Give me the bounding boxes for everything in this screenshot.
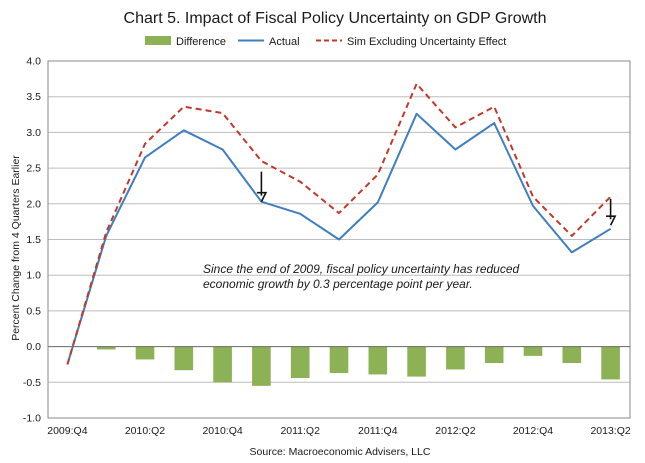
arrow-head [256, 191, 268, 203]
y-tick-label: 3.0 [26, 127, 41, 139]
x-tick-labels: 2009:Q4 2010:Q2 2010:Q4 2011:Q2 2011:Q4 2012:… [47, 425, 631, 437]
y-tick-label: 2.0 [26, 198, 41, 210]
annotation-line-2: economic growth by 0.3 percentage point … [203, 277, 473, 291]
source-note: Source: Macroeconomic Advisers, LLC [250, 446, 431, 458]
difference-bar [174, 346, 194, 371]
chart-title: Chart 5. Impact of Fiscal Policy Uncerta… [124, 10, 547, 27]
difference-bar [135, 346, 155, 360]
difference-bar [96, 346, 116, 350]
y-tick-label: -0.5 [23, 377, 41, 389]
x-tick-label: 2010:Q2 [125, 425, 165, 437]
legend-swatch-difference [145, 36, 171, 45]
difference-bar [213, 346, 232, 383]
sim-excluding-uncertainty-line [66, 82, 612, 365]
y-tick-label: 3.5 [26, 91, 41, 103]
difference-bar [562, 346, 582, 364]
annotation-line-1: Since the end of 2009, fiscal policy unc… [203, 262, 520, 276]
y-tick-label: 1.5 [26, 234, 41, 246]
x-tick-label: 2012:Q2 [435, 425, 475, 437]
difference-bar [290, 346, 310, 379]
series-lines [66, 82, 612, 365]
difference-bar [523, 346, 543, 356]
legend-item: Sim Excluding Uncertainty Effect [316, 36, 506, 48]
x-tick-label: 2011:Q2 [280, 425, 320, 437]
legend-label: Sim Excluding Uncertainty Effect [347, 36, 506, 48]
difference-bars [96, 346, 620, 386]
difference-bar [601, 346, 620, 380]
difference-bar [368, 346, 388, 375]
x-tick-label: 2010:Q4 [202, 425, 242, 437]
y-tick-label: 0.5 [26, 305, 41, 317]
difference-bar [252, 346, 271, 386]
y-tick-label: 1.0 [26, 270, 41, 282]
axes [47, 60, 631, 419]
difference-bar [407, 346, 426, 377]
plot-area-border [47, 60, 631, 419]
y-tick-label: -1.0 [23, 413, 41, 425]
arrow-head [606, 215, 617, 226]
actual-line [66, 112, 612, 365]
y-tick-labels: -1.0 -0.5 0.0 0.5 1.0 1.5 2.0 2.5 3.0 3.5 4.0 [23, 56, 41, 425]
legend-item: Difference [145, 36, 226, 48]
legend-label: Difference [176, 36, 226, 48]
y-tick-label: 2.5 [26, 163, 41, 175]
difference-bar [446, 346, 465, 370]
x-tick-label: 2011:Q4 [358, 425, 398, 437]
x-tick-label: 2009:Q4 [47, 425, 87, 437]
legend: Difference Actual Sim Excluding Uncertaint… [145, 36, 506, 48]
difference-bar [484, 346, 504, 364]
y-axis-title: Percent Change from 4 Quarters Earlier [10, 155, 22, 341]
legend-label: Actual [269, 36, 300, 48]
x-tick-label: 2013:Q2 [590, 425, 630, 437]
legend-item: Actual [238, 36, 300, 48]
x-tick-label: 2012:Q4 [513, 425, 553, 437]
y-tick-label: 0.0 [26, 341, 41, 353]
y-tick-label: 4.0 [26, 56, 41, 68]
annotation-arrows [256, 171, 617, 226]
difference-bar [329, 346, 349, 374]
